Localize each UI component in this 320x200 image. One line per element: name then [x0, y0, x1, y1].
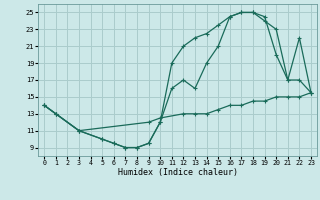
X-axis label: Humidex (Indice chaleur): Humidex (Indice chaleur) — [118, 168, 238, 177]
